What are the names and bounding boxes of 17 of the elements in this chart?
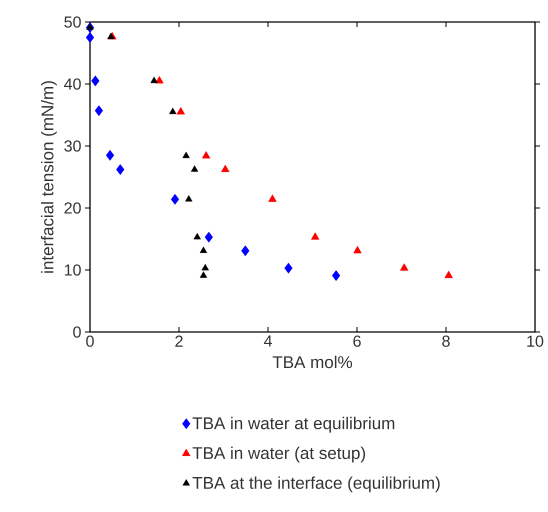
y-tick-label: 40: [64, 78, 81, 90]
legend-label: TBA in water (at setup): [192, 446, 366, 462]
y-tick-label: 10: [64, 264, 81, 276]
y-tick-label: 50: [64, 16, 81, 28]
y-tick-label: 20: [64, 202, 81, 214]
x-axis-title: TBA mol%: [272, 356, 352, 368]
y-tick-label: 0: [73, 326, 81, 338]
x-tick-label: 10: [527, 336, 544, 347]
legend-label: TBA in water at equilibrium: [192, 416, 394, 433]
y-axis-title: interfacial tension (mN/m): [40, 81, 57, 273]
x-tick-label: 0: [86, 336, 94, 347]
y-tick-label: 30: [64, 140, 81, 152]
x-tick-label: 2: [175, 336, 183, 347]
legend-label: TBA at the interface (equilibrium): [192, 476, 440, 492]
x-tick-label: 6: [353, 336, 361, 347]
x-tick-label: 4: [264, 336, 272, 347]
x-tick-label: 8: [442, 336, 450, 347]
